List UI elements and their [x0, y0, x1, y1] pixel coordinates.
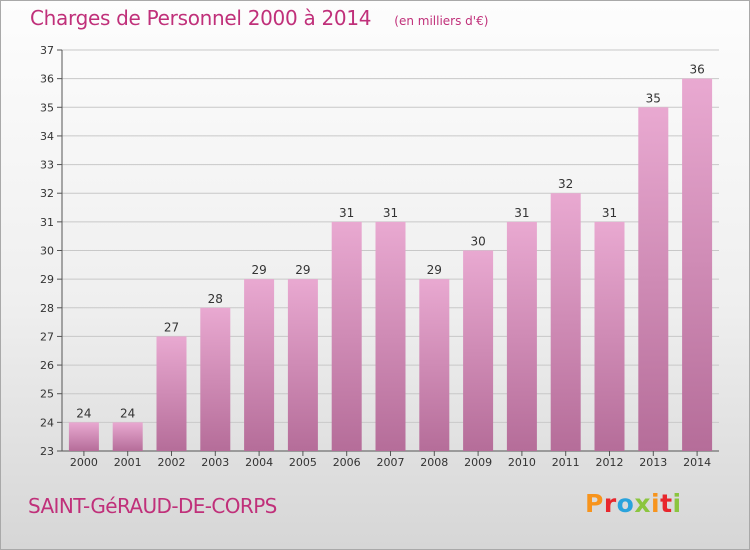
y-tick-label: 28	[40, 302, 54, 315]
x-tick-label: 2012	[596, 456, 624, 469]
x-tick-label: 2004	[245, 456, 273, 469]
bar	[287, 279, 318, 451]
brand-letter: r	[603, 489, 617, 518]
bar-value-label: 36	[689, 63, 704, 77]
brand-letter: i	[651, 489, 661, 518]
brand-letter: t	[660, 489, 673, 518]
y-tick-label: 27	[40, 330, 54, 343]
y-tick-label: 31	[40, 216, 54, 229]
bar	[682, 78, 713, 452]
x-tick-label: 2014	[683, 456, 711, 469]
x-tick-label: 2007	[377, 456, 405, 469]
bar	[506, 221, 537, 451]
bar-value-label: 31	[514, 206, 529, 220]
bar-value-label: 24	[76, 406, 91, 420]
y-tick-label: 25	[40, 388, 54, 401]
chart-header: Charges de Personnel 2000 à 2014 (en mil…	[30, 6, 488, 30]
y-tick-label: 32	[40, 187, 54, 200]
chart-title: Charges de Personnel 2000 à 2014	[30, 6, 372, 30]
bar-value-label: 27	[164, 320, 179, 334]
place-name: SAINT-GéRAUD-DE-CORPS	[28, 494, 277, 518]
y-tick-label: 23	[40, 445, 54, 458]
bar	[463, 250, 494, 451]
brand-letter: i	[672, 489, 682, 518]
bar	[112, 422, 143, 451]
x-tick-label: 2009	[464, 456, 492, 469]
brand-letter: P	[585, 489, 604, 518]
bar-value-label: 31	[602, 206, 617, 220]
x-tick-label: 2001	[114, 456, 142, 469]
bar	[375, 221, 406, 451]
bar	[638, 107, 669, 452]
bar-value-label: 29	[251, 263, 266, 277]
y-tick-label: 35	[40, 101, 54, 114]
bar-value-label: 29	[295, 263, 310, 277]
y-tick-label: 33	[40, 159, 54, 172]
bar	[594, 221, 625, 451]
bar-value-label: 24	[120, 406, 135, 420]
bar-value-label: 32	[558, 177, 573, 191]
bar-value-label: 31	[383, 206, 398, 220]
x-tick-label: 2002	[158, 456, 186, 469]
bar	[419, 279, 450, 451]
x-tick-label: 2003	[201, 456, 229, 469]
x-tick-label: 2010	[508, 456, 536, 469]
bar-value-label: 29	[427, 263, 442, 277]
bar	[550, 193, 581, 451]
bar	[331, 221, 362, 451]
bar	[200, 307, 231, 451]
bar-value-label: 28	[208, 292, 223, 306]
y-tick-label: 37	[40, 44, 54, 57]
y-tick-label: 36	[40, 73, 54, 86]
bar-value-label: 30	[470, 235, 485, 249]
y-tick-label: 26	[40, 359, 54, 372]
bar	[68, 422, 99, 451]
brand-logo: Proxiti	[585, 489, 682, 518]
x-tick-label: 2005	[289, 456, 317, 469]
brand-letter: o	[616, 489, 635, 518]
chart-subtitle: (en milliers d'€)	[394, 14, 489, 28]
bar	[156, 336, 187, 451]
brand-letter: x	[634, 489, 651, 518]
x-tick-label: 2000	[70, 456, 98, 469]
x-tick-label: 2008	[420, 456, 448, 469]
y-tick-label: 29	[40, 273, 54, 286]
x-tick-label: 2011	[552, 456, 580, 469]
y-tick-label: 30	[40, 245, 54, 258]
y-tick-label: 34	[40, 130, 54, 143]
bar-value-label: 31	[339, 206, 354, 220]
bar-value-label: 35	[646, 91, 661, 105]
y-tick-label: 24	[40, 416, 54, 429]
x-tick-label: 2013	[639, 456, 667, 469]
x-tick-label: 2006	[333, 456, 361, 469]
bar	[244, 279, 275, 451]
